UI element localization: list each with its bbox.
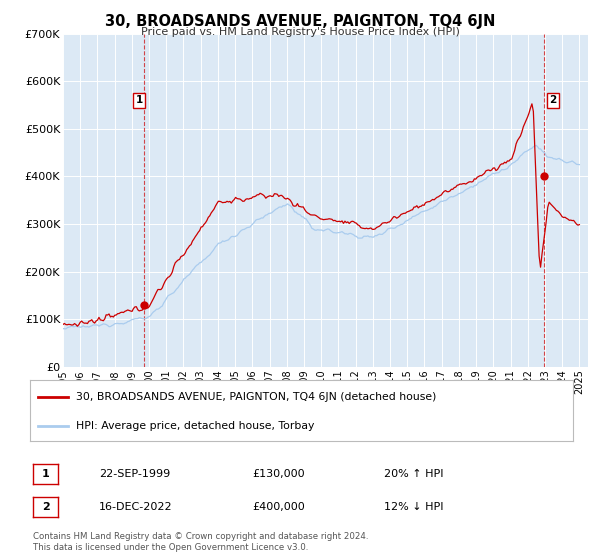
Text: £400,000: £400,000 xyxy=(252,502,305,512)
Text: 22-SEP-1999: 22-SEP-1999 xyxy=(99,469,170,479)
Text: £130,000: £130,000 xyxy=(252,469,305,479)
Text: 20% ↑ HPI: 20% ↑ HPI xyxy=(384,469,443,479)
Text: Price paid vs. HM Land Registry's House Price Index (HPI): Price paid vs. HM Land Registry's House … xyxy=(140,27,460,37)
Text: This data is licensed under the Open Government Licence v3.0.: This data is licensed under the Open Gov… xyxy=(33,543,308,552)
Text: 16-DEC-2022: 16-DEC-2022 xyxy=(99,502,173,512)
Text: HPI: Average price, detached house, Torbay: HPI: Average price, detached house, Torb… xyxy=(76,421,314,431)
Text: Contains HM Land Registry data © Crown copyright and database right 2024.: Contains HM Land Registry data © Crown c… xyxy=(33,532,368,541)
Text: 2: 2 xyxy=(42,502,49,512)
Text: 1: 1 xyxy=(136,95,143,105)
Text: 30, BROADSANDS AVENUE, PAIGNTON, TQ4 6JN (detached house): 30, BROADSANDS AVENUE, PAIGNTON, TQ4 6JN… xyxy=(76,391,437,402)
Text: 30, BROADSANDS AVENUE, PAIGNTON, TQ4 6JN: 30, BROADSANDS AVENUE, PAIGNTON, TQ4 6JN xyxy=(105,14,495,29)
Text: 12% ↓ HPI: 12% ↓ HPI xyxy=(384,502,443,512)
Text: 2: 2 xyxy=(549,95,557,105)
Text: 1: 1 xyxy=(42,469,49,479)
